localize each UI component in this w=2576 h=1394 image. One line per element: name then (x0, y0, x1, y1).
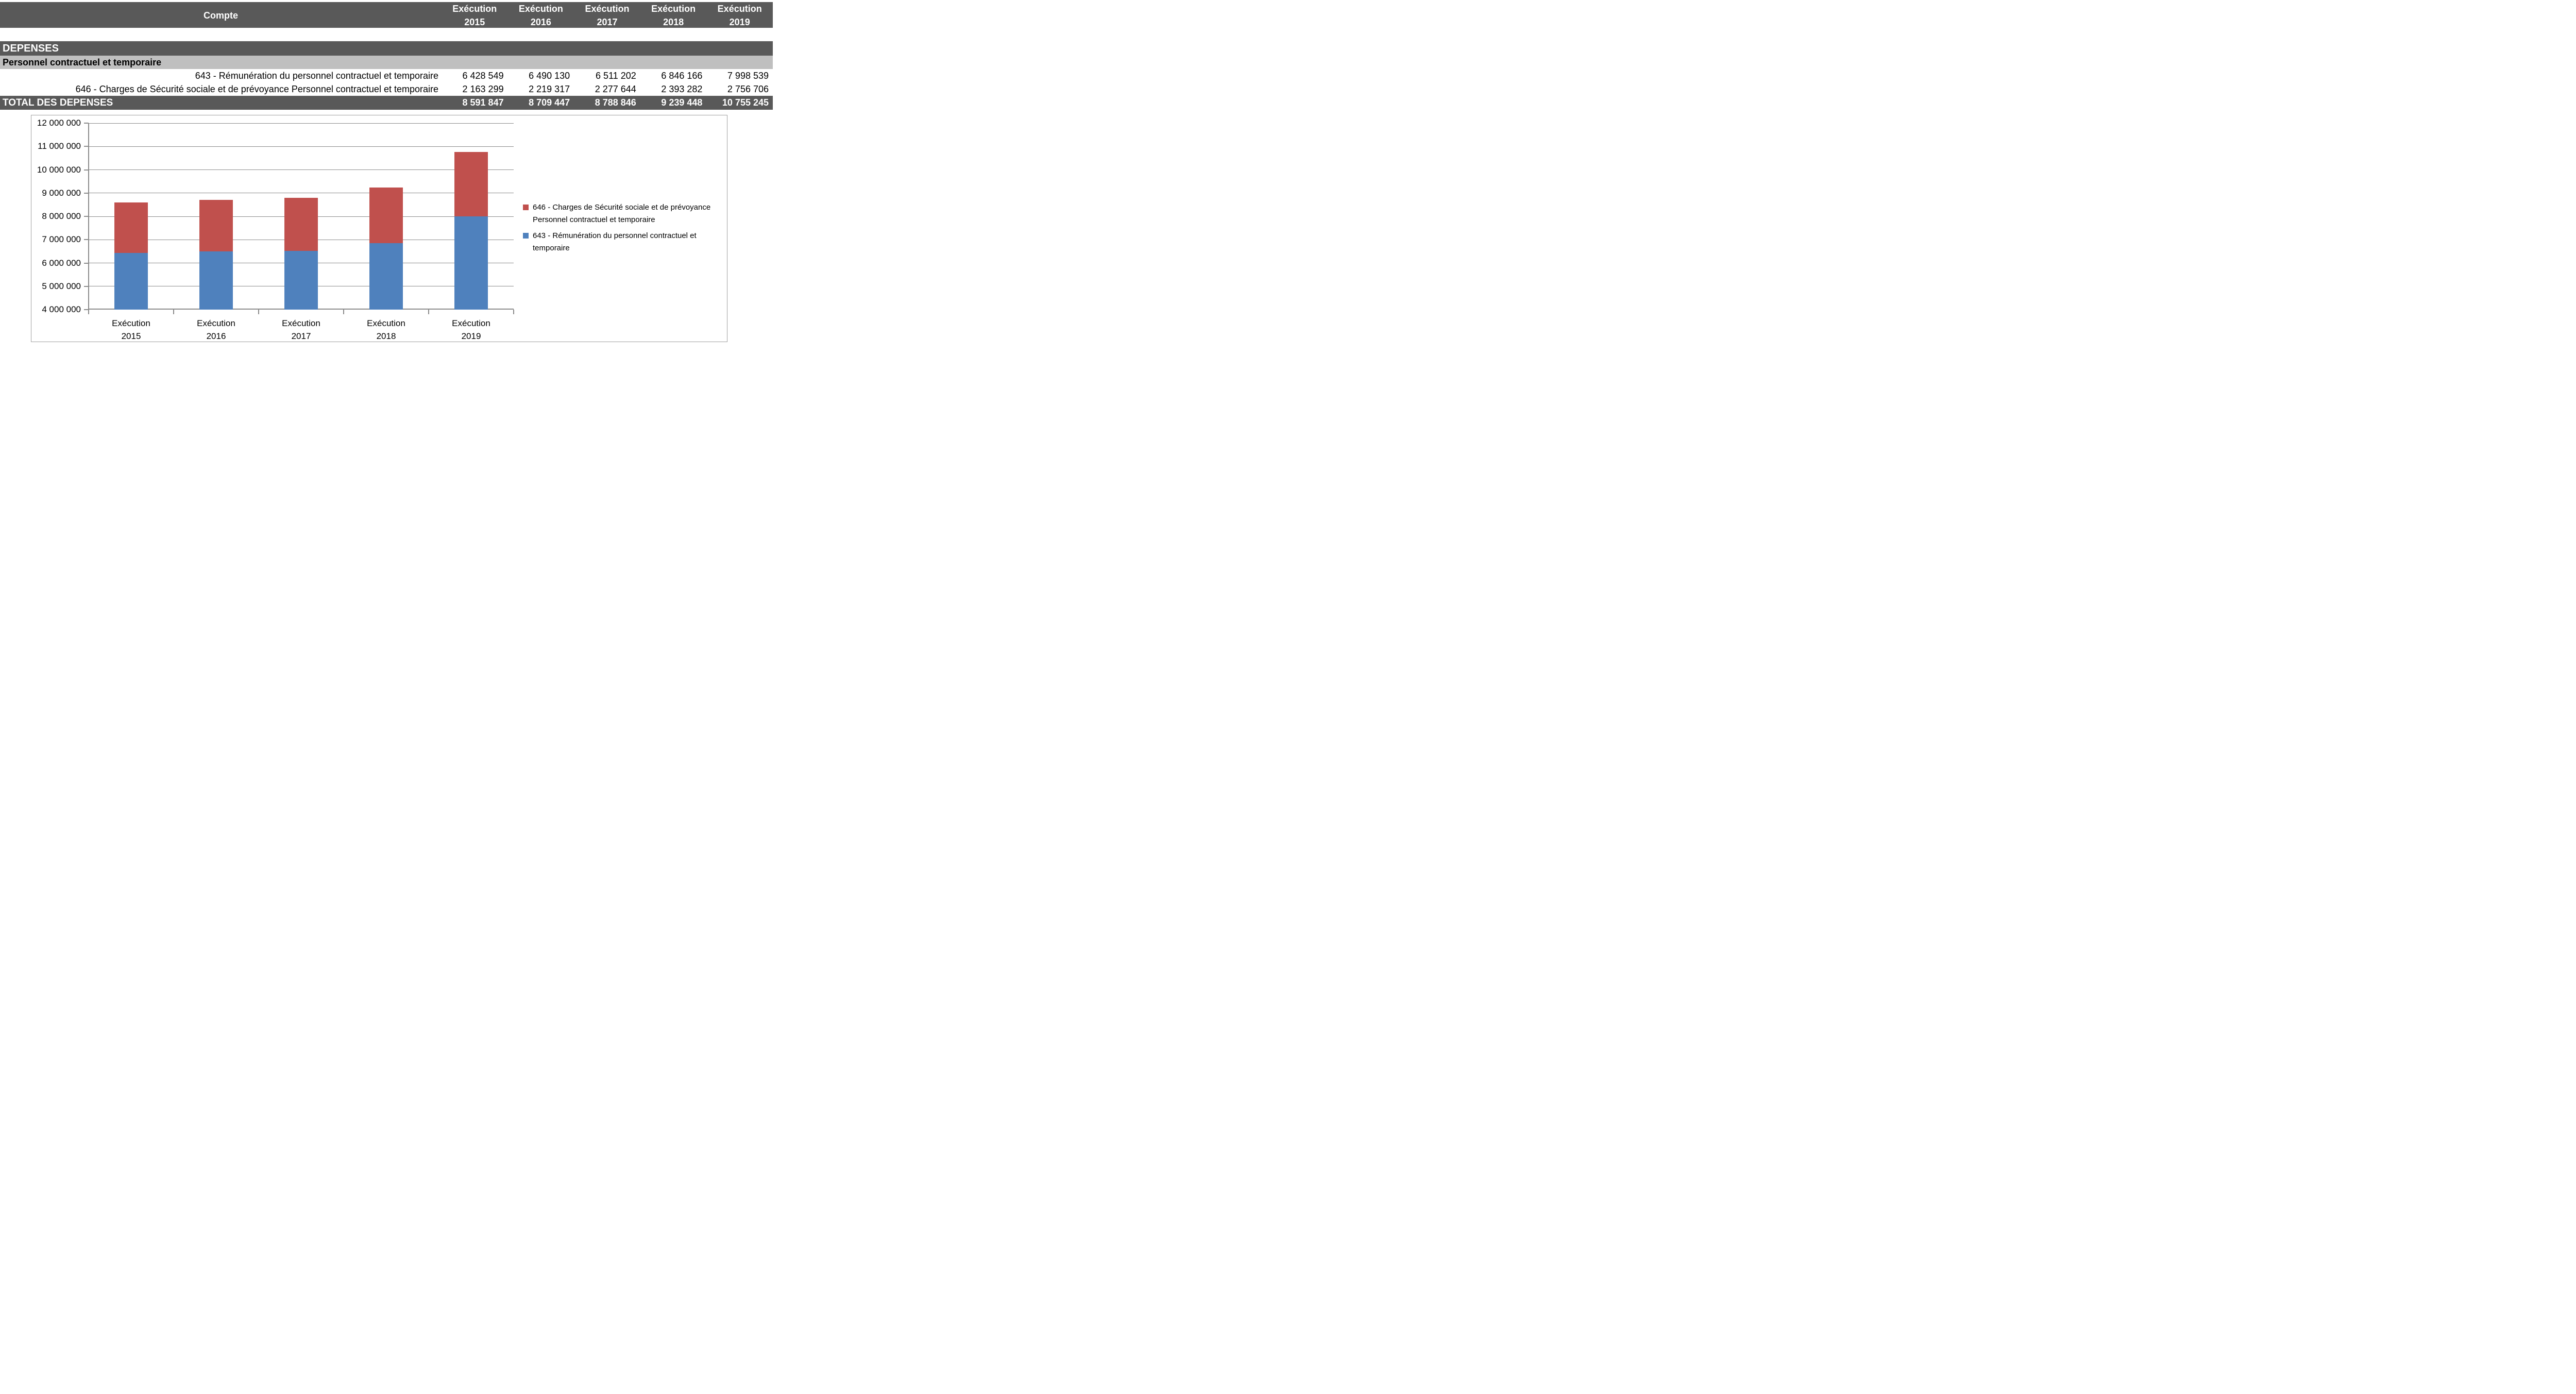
chart-legend: 646 - Charges de Sécurité sociale et de … (523, 201, 725, 254)
y-axis-label: 5 000 000 (42, 281, 81, 291)
column-header-exec-2018: Exécution 2018 (651, 4, 696, 28)
column-header-exec-2019: Exécution 2019 (717, 4, 762, 28)
y-axis-tick (84, 123, 89, 124)
y-axis-tick (84, 146, 89, 147)
y-axis-label: 12 000 000 (37, 118, 81, 128)
cell-total-2018: 9 239 448 (661, 97, 703, 108)
spacer-row (0, 28, 773, 41)
y-axis-tick (84, 309, 89, 310)
bar-segment-643 (284, 251, 318, 310)
budget-table: Compte Exécution 2015 Exécution 2016 Exé… (0, 2, 773, 110)
bar-segment-643 (199, 251, 233, 310)
y-axis-label: 6 000 000 (42, 258, 81, 268)
gridline (89, 123, 514, 124)
column-header-exec-2015: Exécution 2015 (452, 4, 497, 28)
legend-entry: 646 - Charges de Sécurité sociale et de … (523, 201, 725, 226)
x-axis-label: Exécution 2017 (282, 318, 320, 341)
cell-643-2019: 7 998 539 (727, 70, 769, 81)
row-label-646: 646 - Charges de Sécurité sociale et de … (75, 83, 438, 94)
gridline (89, 146, 514, 147)
cell-total-2015: 8 591 847 (462, 97, 504, 108)
gridline (89, 169, 514, 170)
y-axis-label: 4 000 000 (42, 304, 81, 314)
y-axis-label: 8 000 000 (42, 211, 81, 221)
legend-label: 643 - Rémunération du personnel contract… (533, 231, 697, 252)
x-axis-label: Exécution 2019 (452, 318, 490, 341)
y-axis-line (88, 123, 89, 314)
column-header-exec-2017: Exécution 2017 (585, 4, 630, 28)
stacked-bar-chart: 4 000 000 5 000 000 6 000 000 7 000 000 8 00… (31, 115, 727, 342)
cell-646-2016: 2 219 317 (529, 83, 570, 94)
group-title-personnel: Personnel contractuel et temporaire (0, 56, 773, 69)
cell-total-2017: 8 788 846 (595, 97, 636, 108)
table-row-643: 643 - Rémunération du personnel contract… (0, 69, 773, 82)
x-axis-tick (258, 310, 259, 314)
y-axis-tick (84, 262, 89, 264)
legend-entry: 643 - Rémunération du personnel contract… (523, 230, 725, 254)
cell-643-2018: 6 846 166 (661, 70, 703, 81)
table-row-total: TOTAL DES DEPENSES 8 591 847 8 709 447 8… (0, 96, 773, 110)
x-axis-label: Exécution 2016 (197, 318, 235, 341)
x-axis-label: Exécution 2015 (112, 318, 150, 341)
y-axis-tick (84, 192, 89, 194)
y-axis-label: 9 000 000 (42, 188, 81, 198)
y-axis-label: 10 000 000 (37, 164, 81, 175)
bar-segment-646 (114, 202, 148, 253)
bar-segment-643 (369, 243, 403, 310)
bar-segment-646 (199, 199, 233, 252)
row-label-643: 643 - Rémunération du personnel contract… (195, 70, 438, 81)
x-axis-tick (513, 310, 514, 314)
y-axis-label: 11 000 000 (38, 141, 81, 151)
y-axis-tick (84, 285, 89, 287)
total-label: TOTAL DES DEPENSES (3, 97, 113, 108)
cell-total-2016: 8 709 447 (529, 97, 570, 108)
bar-segment-643 (114, 253, 148, 310)
cell-646-2017: 2 277 644 (595, 83, 636, 94)
x-axis-tick (428, 310, 429, 314)
legend-swatch-icon (523, 205, 529, 210)
x-axis-tick (343, 310, 344, 314)
legend-label: 646 - Charges de Sécurité sociale et de … (533, 203, 711, 224)
y-axis-label: 7 000 000 (42, 234, 81, 245)
column-header-exec-2016: Exécution 2016 (518, 4, 563, 28)
cell-643-2016: 6 490 130 (529, 70, 570, 81)
section-title-depenses: DEPENSES (0, 41, 773, 56)
y-axis-tick (84, 169, 89, 171)
bar-segment-646 (454, 152, 488, 217)
table-header-row: Compte Exécution 2015 Exécution 2016 Exé… (0, 2, 773, 28)
x-axis-label: Exécution 2018 (367, 318, 405, 341)
table-row-646: 646 - Charges de Sécurité sociale et de … (0, 82, 773, 96)
bar-segment-646 (284, 198, 318, 251)
cell-total-2019: 10 755 245 (722, 97, 769, 108)
bar-segment-643 (454, 216, 488, 310)
y-axis-tick (84, 216, 89, 217)
cell-643-2015: 6 428 549 (462, 70, 504, 81)
y-axis-tick (84, 239, 89, 241)
cell-646-2015: 2 163 299 (462, 83, 504, 94)
cell-643-2017: 6 511 202 (596, 70, 636, 81)
column-header-compte: Compte (204, 10, 238, 21)
legend-swatch-icon (523, 233, 529, 239)
x-axis-tick (88, 310, 89, 314)
bar-segment-646 (369, 187, 403, 244)
cell-646-2018: 2 393 282 (661, 83, 703, 94)
cell-646-2019: 2 756 706 (727, 83, 769, 94)
x-axis-tick (173, 310, 174, 314)
